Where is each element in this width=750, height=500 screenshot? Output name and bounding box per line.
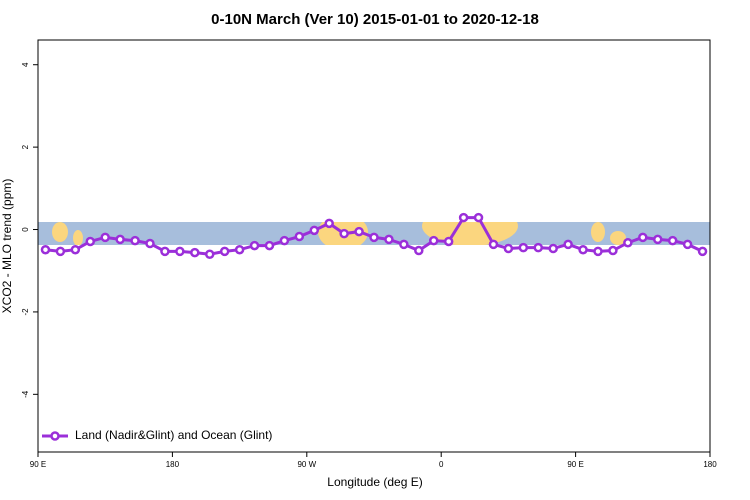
legend-marker — [50, 431, 60, 441]
point — [354, 226, 364, 237]
point — [414, 245, 424, 256]
point — [294, 231, 305, 242]
point — [175, 246, 185, 257]
legend-label: Land (Nadir&Glint) and Ocean (Glint) — [75, 428, 272, 442]
point — [428, 235, 439, 246]
y-tick-label: -2 — [21, 308, 30, 316]
y-axis-label: XCO2 - MLO trend (ppm) — [0, 179, 14, 314]
y-tick-label: 4 — [21, 62, 30, 67]
point — [697, 246, 708, 257]
point — [40, 244, 51, 255]
point — [667, 235, 678, 246]
point — [503, 243, 514, 254]
chart-title: 0-10N March (Ver 10) 2015-01-01 to 2020-… — [211, 11, 539, 28]
point — [100, 232, 110, 243]
point — [578, 244, 588, 255]
point — [652, 234, 663, 245]
y-tick-label: -4 — [21, 390, 30, 398]
point — [399, 239, 409, 250]
point — [563, 239, 573, 250]
point — [160, 246, 170, 257]
point — [384, 234, 394, 245]
point — [130, 235, 140, 246]
point — [204, 249, 215, 259]
point — [279, 235, 290, 246]
point — [623, 237, 633, 248]
point — [85, 236, 96, 247]
point — [55, 246, 66, 257]
point — [70, 244, 81, 255]
point — [548, 243, 558, 254]
point — [309, 225, 320, 236]
point — [533, 242, 544, 253]
point — [219, 246, 230, 257]
x-tick-label: 0 — [439, 460, 444, 469]
point — [339, 228, 349, 239]
point — [324, 218, 334, 229]
point — [115, 234, 125, 245]
point — [608, 245, 618, 256]
point — [234, 244, 245, 255]
point — [473, 212, 484, 223]
x-axis-label: Longitude (deg E) — [327, 475, 422, 489]
point — [264, 240, 275, 251]
plot-frame — [37, 39, 711, 453]
point — [593, 246, 603, 257]
point — [190, 247, 200, 258]
x-tick-label: 90 E — [567, 460, 583, 469]
x-tick-label: 90 W — [297, 460, 316, 469]
point — [682, 239, 693, 250]
x-tick-label: 180 — [703, 460, 717, 469]
point — [488, 239, 499, 250]
y-tick-label: 0 — [21, 227, 30, 232]
point — [145, 238, 155, 249]
point — [443, 236, 454, 247]
point — [638, 232, 648, 243]
point — [458, 212, 469, 223]
y-tick-label: 2 — [21, 144, 30, 149]
point — [249, 240, 260, 251]
point — [369, 232, 379, 243]
x-tick-label: 90 E — [30, 460, 46, 469]
point — [518, 242, 529, 253]
x-tick-label: 180 — [166, 460, 180, 469]
